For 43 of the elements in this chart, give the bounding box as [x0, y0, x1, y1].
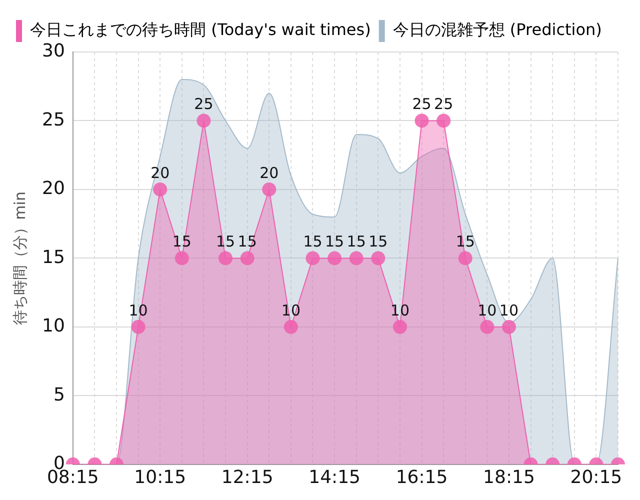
- data-label: 15: [368, 232, 388, 251]
- y-tick-label: 20: [42, 178, 65, 200]
- x-tick-label: 20:15: [570, 466, 622, 488]
- y-tick-label: 25: [42, 109, 65, 130]
- point: [480, 320, 494, 334]
- data-label: 15: [325, 232, 344, 251]
- point: [392, 320, 407, 334]
- data-label: 20: [150, 164, 170, 182]
- y-axis-title: 待ち時間（分）min: [10, 192, 29, 325]
- legend-label: 今日の混雑予想 (Prediction): [392, 20, 602, 40]
- data-label: 20: [260, 164, 279, 182]
- x-tick-label: 14:15: [308, 466, 360, 488]
- x-tick-label: 10:15: [134, 466, 186, 488]
- point: [458, 251, 472, 266]
- data-label: 10: [499, 301, 519, 320]
- data-label: 25: [434, 95, 454, 114]
- point: [502, 320, 516, 334]
- data-label: 10: [281, 301, 300, 320]
- x-tick-label: 18:15: [483, 466, 535, 488]
- point: [262, 182, 276, 196]
- data-label: 25: [412, 95, 432, 114]
- y-tick-label: 15: [42, 246, 65, 268]
- point: [131, 320, 146, 334]
- point: [306, 251, 320, 266]
- data-label: 15: [303, 232, 322, 251]
- legend-label: 今日これまでの待ち時間 (Today's wait times): [30, 20, 371, 40]
- y-tick-label: 10: [42, 316, 65, 337]
- point: [218, 251, 233, 266]
- data-label: 15: [172, 232, 192, 251]
- y-tick-label: 5: [53, 384, 65, 406]
- point: [284, 320, 298, 334]
- point: [371, 251, 386, 266]
- point: [153, 182, 168, 196]
- data-label: 15: [346, 232, 366, 251]
- data-label: 10: [390, 301, 410, 320]
- point: [174, 251, 189, 266]
- point: [328, 251, 342, 266]
- x-tick-label: 16:15: [396, 466, 448, 488]
- y-tick-label: 30: [42, 40, 65, 62]
- data-label: 25: [194, 95, 214, 114]
- point: [349, 251, 364, 266]
- point: [240, 251, 254, 266]
- x-tick-label: 12:15: [221, 466, 274, 488]
